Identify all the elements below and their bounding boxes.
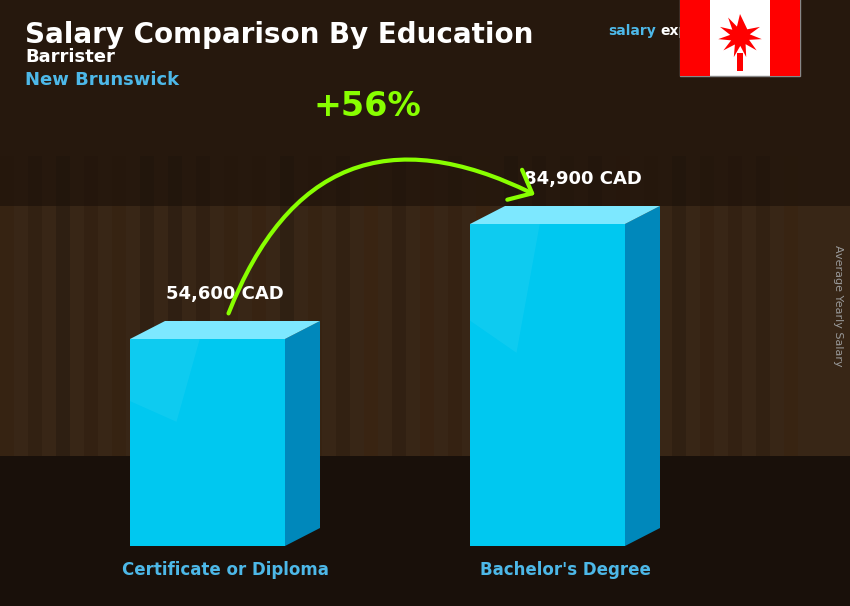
Text: Certificate or Diploma: Certificate or Diploma [122,561,328,579]
Bar [168,156,182,456]
Polygon shape [470,224,625,546]
Bar [0,156,14,456]
Bar [532,156,546,456]
Bar [770,0,800,76]
Bar [737,53,743,71]
Text: Bachelor's Degree: Bachelor's Degree [479,561,650,579]
Text: 84,900 CAD: 84,900 CAD [524,170,642,188]
Bar [700,156,714,456]
Text: Average Yearly Salary: Average Yearly Salary [833,245,843,367]
Bar [364,156,378,456]
Bar [448,156,462,456]
Polygon shape [130,339,285,546]
Polygon shape [718,14,762,57]
Bar [504,156,518,456]
Bar [728,156,742,456]
Bar [0,0,850,206]
Bar [392,156,406,456]
Bar [0,456,850,606]
Bar [56,156,70,456]
Polygon shape [470,206,660,224]
Bar [252,156,266,456]
Text: Barrister: Barrister [25,48,115,66]
Bar [224,156,238,456]
Polygon shape [285,321,320,546]
Polygon shape [470,224,540,353]
Bar [196,156,210,456]
Bar [336,156,350,456]
Bar [672,156,686,456]
Bar [112,156,126,456]
Bar [28,156,42,456]
Text: New Brunswick: New Brunswick [25,71,179,89]
Bar [560,156,574,456]
Text: salary: salary [608,24,655,38]
Bar [308,156,322,456]
Text: Salary Comparison By Education: Salary Comparison By Education [25,21,534,49]
Bar [644,156,658,456]
Bar [420,156,434,456]
Polygon shape [625,206,660,546]
Bar [280,156,294,456]
FancyArrowPatch shape [229,159,532,313]
Bar [84,156,98,456]
Text: explorer.com: explorer.com [660,24,762,38]
Bar [756,156,770,456]
Bar [680,0,710,76]
Bar [140,156,154,456]
Text: 54,600 CAD: 54,600 CAD [166,285,284,303]
Text: +56%: +56% [314,90,422,122]
Polygon shape [130,321,320,339]
Bar [616,156,630,456]
Bar [680,0,800,76]
Polygon shape [130,339,200,422]
Bar [476,156,490,456]
Bar [588,156,602,456]
Bar [784,156,798,456]
